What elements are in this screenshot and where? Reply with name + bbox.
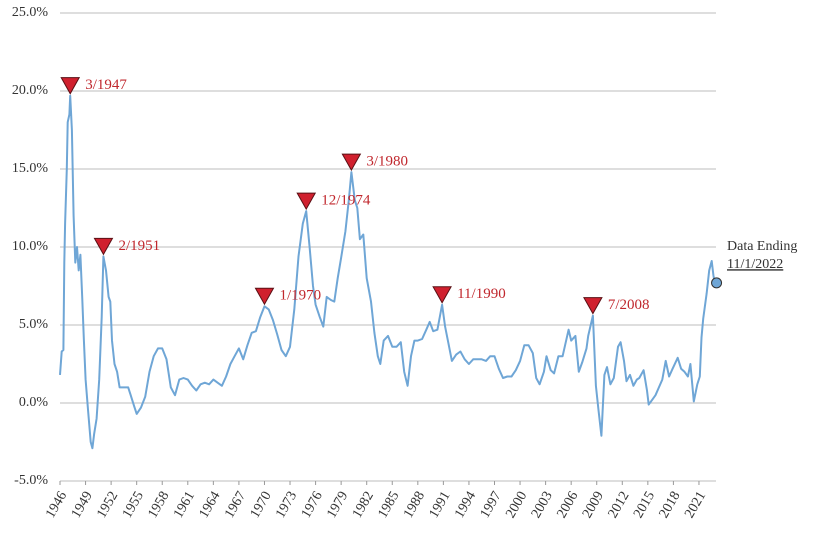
- y-tick-label: 20.0%: [12, 83, 49, 98]
- x-tick-label: 2015: [631, 489, 658, 521]
- x-tick-label: 2018: [657, 489, 684, 521]
- end-label: Data Ending: [727, 239, 797, 254]
- x-tick-label: 2009: [580, 489, 607, 521]
- x-tick-label: 1973: [273, 489, 300, 521]
- y-tick-label: 25.0%: [12, 5, 49, 20]
- y-tick-label: 0.0%: [19, 395, 49, 410]
- peak-label: 1/1970: [279, 288, 321, 304]
- peak-marker: [254, 287, 275, 306]
- peak-marker: [296, 192, 317, 211]
- peak-label: 3/1980: [366, 154, 408, 170]
- peak-marker: [341, 153, 362, 172]
- x-tick-label: 1976: [299, 489, 326, 521]
- x-tick-label: 1991: [427, 489, 454, 521]
- x-tick-label: 1961: [171, 489, 198, 521]
- x-tick-label: 1964: [197, 489, 224, 521]
- x-tick-label: 1994: [452, 489, 479, 521]
- x-tick-label: 1946: [43, 489, 70, 521]
- y-tick-label: 5.0%: [19, 317, 49, 332]
- peak-label: 3/1947: [85, 77, 127, 93]
- x-tick-label: 1982: [350, 489, 377, 521]
- end-date: 11/1/2022: [727, 257, 783, 272]
- x-tick-label: 1955: [120, 489, 147, 521]
- peak-marker: [583, 297, 603, 315]
- x-tick-label: 1970: [248, 489, 275, 521]
- peak-label: 12/1974: [321, 193, 371, 209]
- x-tick-label: 1988: [401, 489, 428, 521]
- x-tick-label: 2003: [529, 489, 556, 521]
- x-tick-label: 1997: [478, 489, 505, 521]
- x-tick-label: 1958: [145, 489, 172, 521]
- x-tick-label: 1967: [222, 489, 249, 521]
- peak-marker: [60, 77, 81, 95]
- end-marker: [711, 277, 723, 289]
- peak-marker: [432, 286, 452, 304]
- x-tick-label: 1979: [324, 489, 351, 521]
- line: [59, 94, 716, 450]
- peak-label: 2/1951: [118, 238, 160, 254]
- peak-label: 7/2008: [608, 297, 650, 313]
- peak-label: 11/1990: [457, 286, 506, 302]
- y-tick-label: -5.0%: [14, 473, 48, 488]
- x-tick-label: 2021: [682, 489, 709, 521]
- peak-marker: [93, 237, 114, 256]
- y-tick-label: 10.0%: [12, 239, 49, 254]
- x-tick-label: 1985: [376, 489, 403, 521]
- x-tick-label: 2012: [606, 489, 633, 521]
- x-tick-label: 2000: [503, 489, 530, 521]
- y-tick-label: 15.0%: [12, 161, 49, 176]
- x-tick-label: 1952: [94, 489, 121, 521]
- x-tick-label: 2006: [554, 489, 581, 521]
- x-tick-label: 1949: [69, 489, 96, 521]
